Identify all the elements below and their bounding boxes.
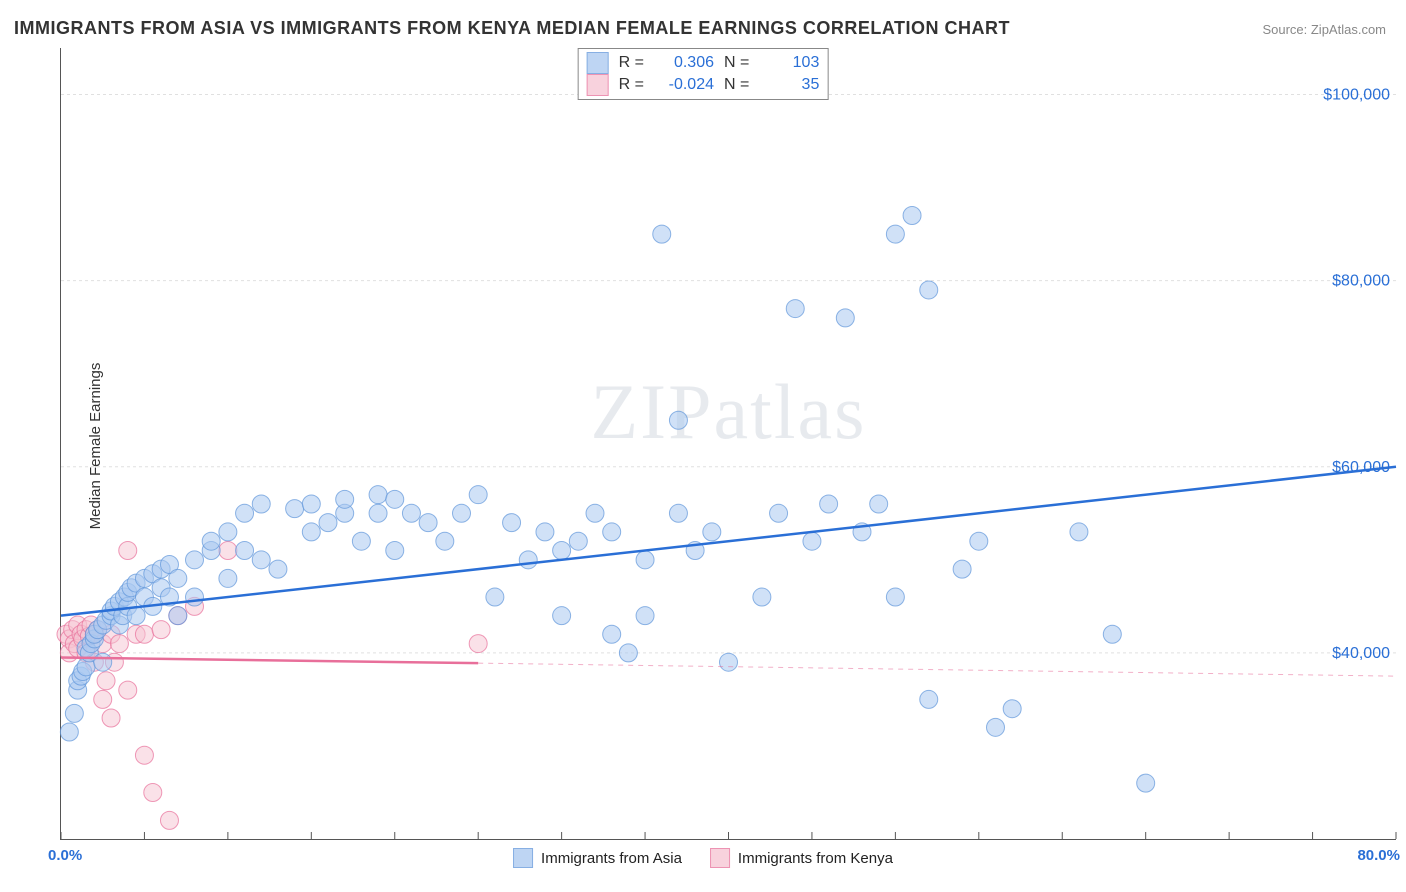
chart-svg: $40,000$60,000$80,000$100,000: [61, 48, 1396, 839]
plot-area: ZIPatlas $40,000$60,000$80,000$100,000: [60, 48, 1396, 840]
r-label: R =: [619, 76, 644, 94]
bottom-legend: Immigrants from Asia Immigrants from Ken…: [513, 848, 893, 868]
stats-row-b: R = -0.024 N = 35: [587, 74, 820, 96]
svg-text:$80,000: $80,000: [1332, 273, 1390, 290]
legend-label-b: Immigrants from Kenya: [738, 850, 893, 867]
svg-text:$100,000: $100,000: [1323, 87, 1390, 104]
r-value-b: -0.024: [654, 76, 714, 94]
legend-item-b: Immigrants from Kenya: [710, 848, 893, 868]
swatch-asia-icon: [513, 848, 533, 868]
n-label: N =: [724, 54, 749, 72]
stats-row-a: R = 0.306 N = 103: [587, 52, 820, 74]
n-value-a: 103: [759, 54, 819, 72]
swatch-kenya-icon: [587, 74, 609, 96]
r-value-a: 0.306: [654, 54, 714, 72]
source-attribution: Source: ZipAtlas.com: [1262, 22, 1386, 37]
swatch-kenya-icon: [710, 848, 730, 868]
r-label: R =: [619, 54, 644, 72]
stats-legend: R = 0.306 N = 103 R = -0.024 N = 35: [578, 48, 829, 100]
n-value-b: 35: [759, 76, 819, 94]
x-axis-min: 0.0%: [48, 847, 82, 864]
n-label: N =: [724, 76, 749, 94]
chart-title: IMMIGRANTS FROM ASIA VS IMMIGRANTS FROM …: [14, 18, 1010, 39]
legend-item-a: Immigrants from Asia: [513, 848, 682, 868]
svg-text:$40,000: $40,000: [1332, 645, 1390, 662]
swatch-asia-icon: [587, 52, 609, 74]
legend-label-a: Immigrants from Asia: [541, 850, 682, 867]
x-axis-max: 80.0%: [1357, 847, 1400, 864]
